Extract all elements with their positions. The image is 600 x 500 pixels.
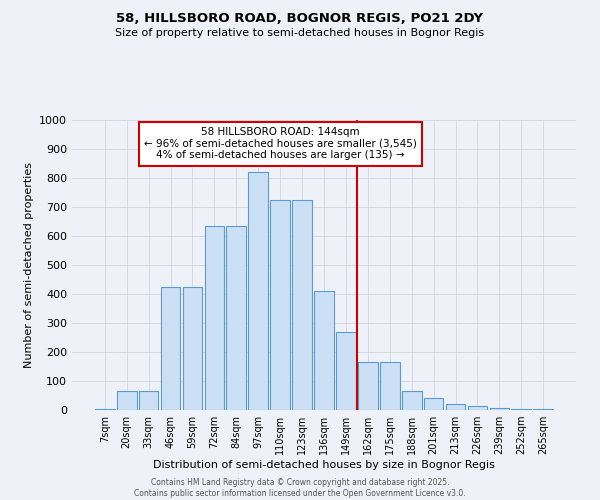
Text: Size of property relative to semi-detached houses in Bognor Regis: Size of property relative to semi-detach… <box>115 28 485 38</box>
Text: 58, HILLSBORO ROAD, BOGNOR REGIS, PO21 2DY: 58, HILLSBORO ROAD, BOGNOR REGIS, PO21 2… <box>116 12 484 26</box>
Bar <box>117 391 137 410</box>
Bar <box>358 362 378 410</box>
Bar <box>270 200 290 410</box>
Bar <box>424 398 443 410</box>
Bar <box>182 287 202 410</box>
Text: Contains HM Land Registry data © Crown copyright and database right 2025.
Contai: Contains HM Land Registry data © Crown c… <box>134 478 466 498</box>
Bar <box>314 291 334 410</box>
Bar <box>380 362 400 410</box>
Y-axis label: Number of semi-detached properties: Number of semi-detached properties <box>23 162 34 368</box>
Bar <box>161 287 181 410</box>
Bar <box>139 391 158 410</box>
Bar <box>248 172 268 410</box>
Bar <box>336 332 356 410</box>
Bar <box>226 226 246 410</box>
Bar <box>402 391 422 410</box>
Text: 58 HILLSBORO ROAD: 144sqm
← 96% of semi-detached houses are smaller (3,545)
4% o: 58 HILLSBORO ROAD: 144sqm ← 96% of semi-… <box>144 127 416 160</box>
Bar <box>511 408 531 410</box>
X-axis label: Distribution of semi-detached houses by size in Bognor Regis: Distribution of semi-detached houses by … <box>153 460 495 470</box>
Bar <box>95 408 115 410</box>
Bar <box>467 406 487 410</box>
Bar <box>292 200 312 410</box>
Bar <box>490 408 509 410</box>
Bar <box>533 408 553 410</box>
Bar <box>446 404 466 410</box>
Bar <box>205 226 224 410</box>
